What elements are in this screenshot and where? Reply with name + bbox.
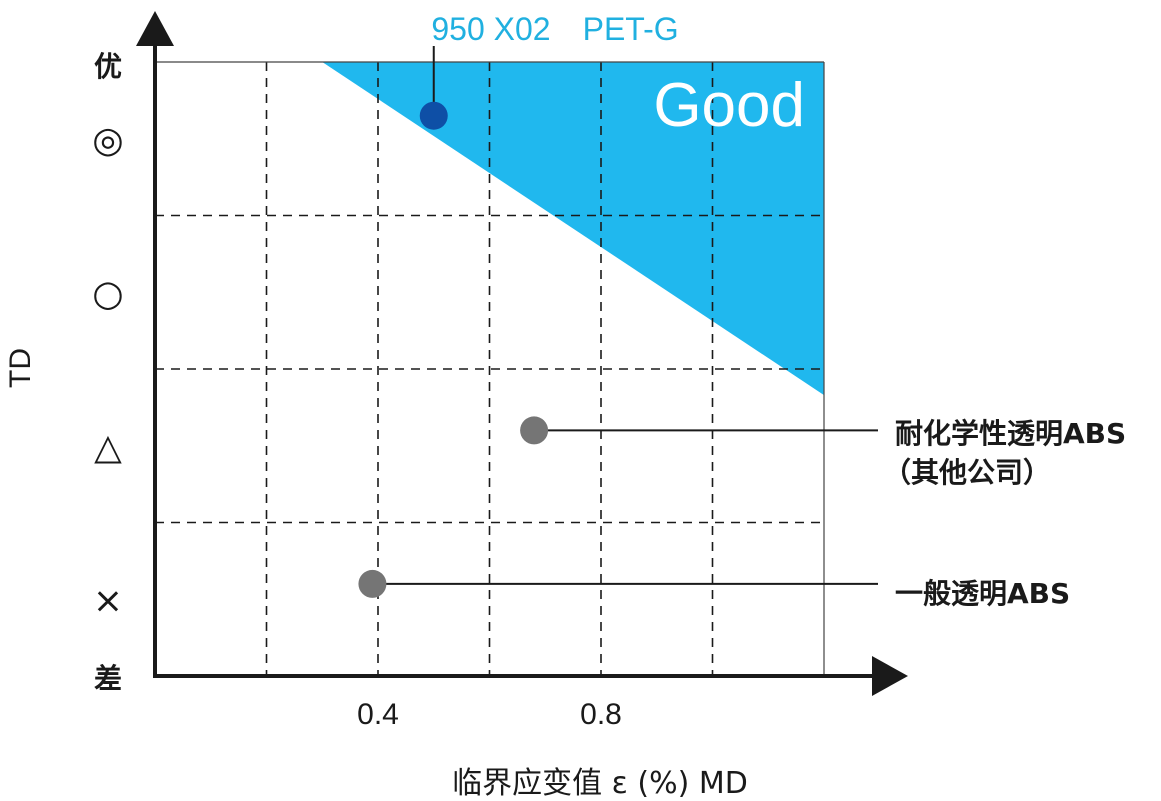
good-region xyxy=(322,62,824,396)
point-label-chem-abs: 耐化学性透明ABS xyxy=(895,417,1126,450)
plot-frame xyxy=(155,61,825,676)
x-axis-label: 临界应变值 ε (%) MD xyxy=(452,766,748,801)
x-tick-labels: 0.4 0.8 xyxy=(357,698,622,731)
y-axis-label: TD xyxy=(4,348,37,388)
point-label-chem-abs-note: （其他公司） xyxy=(883,456,1051,489)
data-points xyxy=(358,101,549,598)
data-point-chem-abs xyxy=(520,416,549,445)
good-region-fill xyxy=(322,62,824,396)
point-label-general-abs: 一般透明ABS xyxy=(895,577,1070,610)
good-region-label: Good xyxy=(653,71,805,140)
y-tick-symbol-2: ○ xyxy=(92,273,123,314)
x-axis-arrow xyxy=(872,656,908,696)
data-point-general-abs xyxy=(358,569,387,598)
y-scale-top-label: 优 xyxy=(94,50,122,83)
data-point-pet-g xyxy=(419,101,448,130)
x-tick-label-1: 0.8 xyxy=(580,698,622,731)
y-axis-arrow xyxy=(136,11,174,46)
y-tick-symbol-1: △ xyxy=(94,427,122,468)
grid-lines xyxy=(155,62,824,676)
y-tick-symbol-0: × xyxy=(93,580,123,621)
y-tick-symbol-3: ◎ xyxy=(92,120,123,161)
y-tick-symbols: × △ ○ ◎ xyxy=(92,120,123,622)
x-tick-label-0: 0.4 xyxy=(357,698,399,731)
point-label-pet-g: 950 X02 PET-G xyxy=(431,11,678,47)
y-scale-bottom-label: 差 xyxy=(94,662,122,695)
